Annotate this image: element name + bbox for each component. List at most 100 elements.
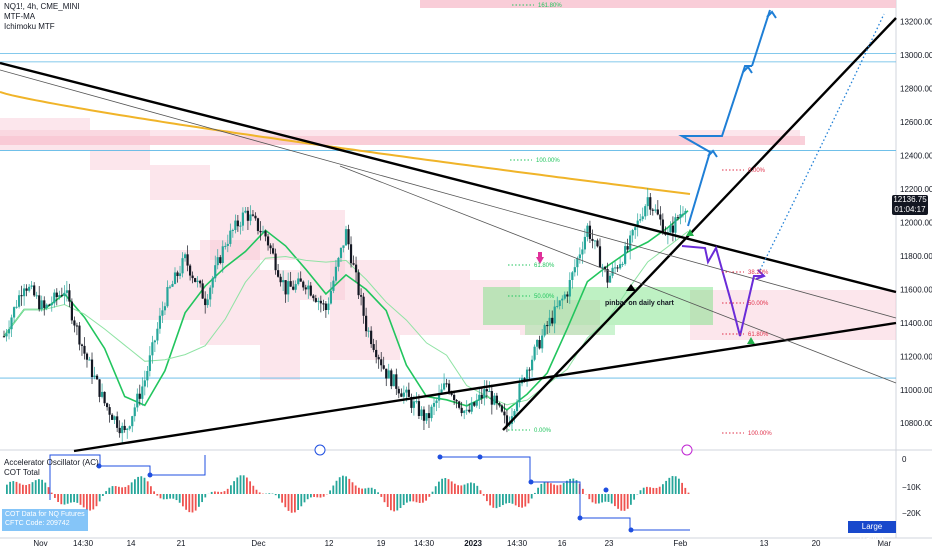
osc-bar xyxy=(511,494,514,504)
osc-bar xyxy=(281,494,283,503)
osc-bar xyxy=(316,494,319,498)
osc-bar xyxy=(76,494,79,503)
candle-body xyxy=(168,286,172,288)
osc-bar xyxy=(242,475,245,494)
candle-body xyxy=(88,359,91,361)
candle-body xyxy=(249,214,252,221)
candle-body xyxy=(83,345,86,354)
candle-body xyxy=(45,304,48,308)
candle-body xyxy=(163,306,167,311)
candle-body xyxy=(639,219,642,221)
cloud-block xyxy=(470,280,520,330)
candle-body xyxy=(417,401,421,416)
candle-body xyxy=(400,393,403,397)
x-tick-label: 14:30 xyxy=(73,539,94,548)
osc-bar xyxy=(678,478,680,494)
osc-bar xyxy=(428,494,431,497)
candle-body xyxy=(30,285,33,287)
candle-body xyxy=(17,295,21,307)
candle-body xyxy=(359,295,363,297)
osc-bar xyxy=(530,494,533,499)
osc-bar xyxy=(134,479,136,494)
candle-body xyxy=(422,409,426,421)
candle-body xyxy=(679,213,682,219)
candle-body xyxy=(266,236,270,246)
candle-body xyxy=(541,335,544,349)
arrow-head xyxy=(742,65,753,74)
osc-bar xyxy=(166,494,168,500)
candle-body xyxy=(158,315,162,329)
candle-body xyxy=(25,288,28,291)
candle-body xyxy=(392,374,395,387)
osc-bar xyxy=(268,493,271,494)
candle-body xyxy=(75,325,79,327)
candle-body xyxy=(681,213,685,215)
candle-body xyxy=(442,383,446,390)
candle-body xyxy=(445,383,448,385)
candle-body xyxy=(412,401,415,408)
oscillator-subtitle[interactable]: COT Total xyxy=(4,468,40,477)
candle-body xyxy=(304,287,307,290)
candle-body xyxy=(603,266,607,270)
osc-bar xyxy=(95,494,98,507)
osc-bar xyxy=(495,494,498,509)
osc-bar xyxy=(479,490,482,494)
zones xyxy=(483,287,713,335)
candle-body xyxy=(483,389,486,399)
indicator-mtf-ma[interactable]: MTF-MA xyxy=(4,12,36,21)
osc-bar xyxy=(524,494,527,507)
candle-body xyxy=(611,267,614,276)
osc-bar xyxy=(159,494,162,499)
candle-body xyxy=(593,240,597,242)
candle-body xyxy=(553,306,556,324)
down-marker-stem xyxy=(538,252,542,258)
candle-body xyxy=(294,284,297,290)
osc-bar xyxy=(553,484,555,494)
symbol-line[interactable]: NQ1!, 4h, CME_MINI xyxy=(4,2,80,11)
osc-bar xyxy=(505,494,507,504)
osc-bar xyxy=(390,494,392,511)
candle-body xyxy=(563,294,566,299)
candle-body xyxy=(186,254,189,266)
candle-body xyxy=(528,369,531,371)
osc-bar xyxy=(668,477,671,494)
candle-body xyxy=(370,330,373,345)
osc-bar xyxy=(665,480,667,494)
indicator-ichimoku[interactable]: Ichimoku MTF xyxy=(4,22,55,31)
rising-trendline xyxy=(502,17,897,431)
osc-bar xyxy=(674,476,677,494)
candle-body xyxy=(327,303,330,311)
fibonacci-levels: 100.00% 61.80% 50.00% 0.00% 161.80% 0.00% 38.2… xyxy=(508,3,772,437)
osc-bar xyxy=(367,487,370,494)
x-tick-label: 21 xyxy=(177,539,186,548)
y-tick-label: 11200.00 xyxy=(900,352,932,361)
candle-body xyxy=(143,380,146,387)
large-traders-button[interactable]: Large Traders xyxy=(848,521,896,543)
osc-bar xyxy=(194,494,197,511)
osc-bar xyxy=(457,485,459,494)
osc-bar xyxy=(329,490,331,494)
candle-body xyxy=(133,407,136,417)
candle-body xyxy=(420,409,423,416)
y-tick-label: 13000.00 xyxy=(900,51,932,60)
x-tick-label: 13 xyxy=(760,539,769,548)
osc-bar xyxy=(370,487,373,494)
osc-bar xyxy=(252,485,255,494)
candle-body xyxy=(601,266,604,268)
candle-body xyxy=(264,231,267,237)
osc-bar xyxy=(66,494,69,504)
candle-body xyxy=(448,383,451,393)
osc-bar xyxy=(684,487,687,494)
fib-label: 61.80% xyxy=(534,263,555,269)
osc-bar xyxy=(98,494,101,502)
oscillator-title[interactable]: Accelerator Oscillator (AC) xyxy=(4,458,99,467)
candle-body xyxy=(106,403,109,408)
candle-body xyxy=(322,303,325,305)
projection-arrows[interactable]: pinbar on daily chart xyxy=(536,9,777,344)
osc-bar xyxy=(364,488,367,494)
candle-body xyxy=(588,225,592,239)
candle-body xyxy=(60,295,63,297)
candle-body xyxy=(93,375,96,377)
trendlines[interactable] xyxy=(0,13,897,453)
